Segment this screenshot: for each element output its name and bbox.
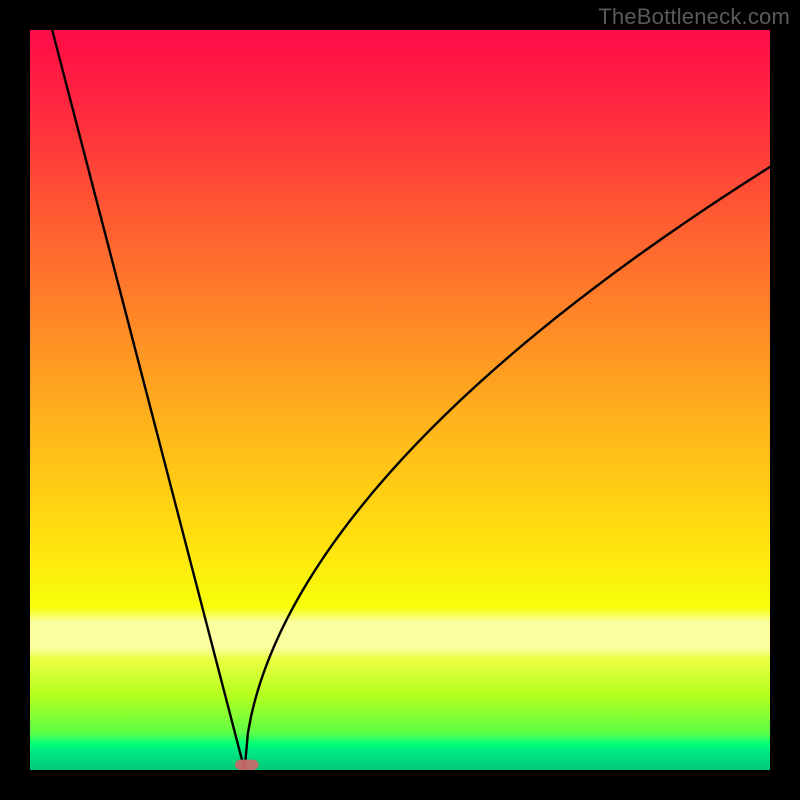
chart-background	[30, 30, 770, 770]
optimal-marker	[235, 760, 259, 770]
bottleneck-chart	[0, 0, 800, 800]
watermark-text: TheBottleneck.com	[598, 4, 790, 30]
chart-frame: TheBottleneck.com	[0, 0, 800, 800]
